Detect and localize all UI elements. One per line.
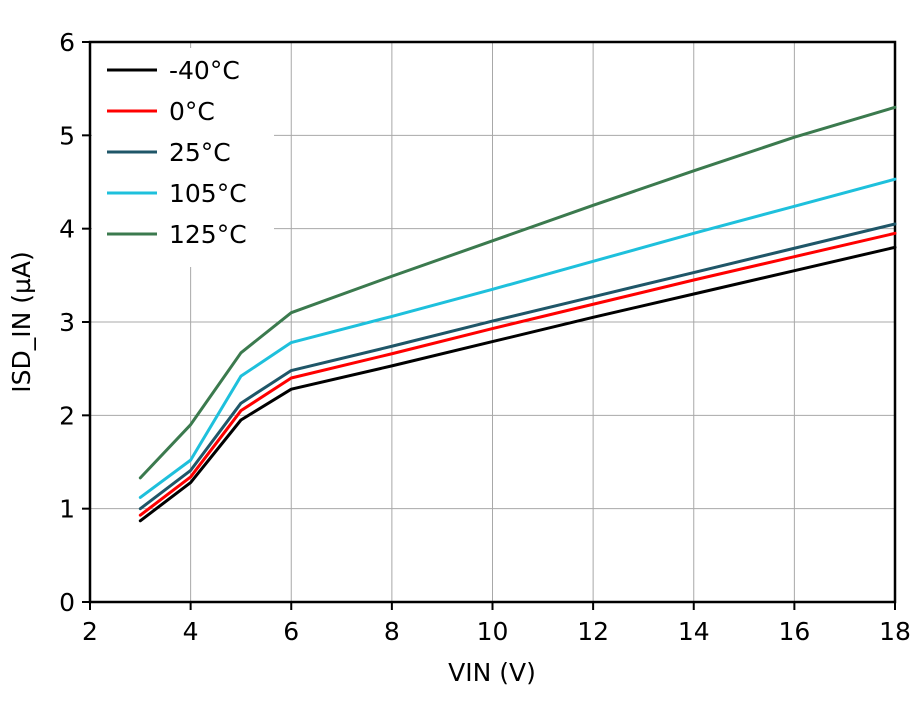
series-line-25C <box>138 222 897 511</box>
legend-label: 125°C <box>169 220 247 249</box>
legend-label: -40°C <box>169 56 240 85</box>
y-tick-label: 4 <box>59 215 75 244</box>
x-tick-label: 18 <box>879 617 911 646</box>
legend-item: 105°C <box>107 179 247 208</box>
y-tick-label: 6 <box>59 28 75 57</box>
y-tick-label: 5 <box>59 121 75 150</box>
legend-background <box>92 48 274 267</box>
plot-frame <box>88 40 897 604</box>
legend-item: 125°C <box>107 220 247 249</box>
series-line-0C <box>138 231 897 517</box>
series-line--40C <box>138 245 897 523</box>
x-tick-label: 8 <box>384 617 400 646</box>
legend-item: -40°C <box>107 56 240 85</box>
x-tick-label: 6 <box>283 617 299 646</box>
x-tick-label: 12 <box>577 617 609 646</box>
y-axis-label: ISD_IN (µA) <box>7 251 36 393</box>
legend-label: 25°C <box>169 138 231 167</box>
x-axis-label: VIN (V) <box>448 658 536 687</box>
y-tick-label: 0 <box>59 588 75 617</box>
legend-item: 25°C <box>107 138 231 167</box>
y-tick-label: 2 <box>59 401 75 430</box>
y-tick-label: 1 <box>59 495 75 524</box>
x-tick-label: 14 <box>678 617 710 646</box>
x-tick-label: 2 <box>82 617 98 646</box>
legend-label: 105°C <box>169 179 247 208</box>
x-tick-label: 4 <box>183 617 199 646</box>
legend-item: 0°C <box>107 97 215 126</box>
series-line-105C <box>138 177 897 499</box>
series-line-125C <box>138 105 897 480</box>
x-tick-label: 10 <box>477 617 509 646</box>
legend: -40°C 0°C 25°C 105°C 125°C <box>92 48 274 267</box>
plot-layers: 2 4 6 8 10 12 14 16 180123456-40°C0°C25°C105°C12… <box>59 28 911 646</box>
x-tick-label: 16 <box>778 617 810 646</box>
y-tick-label: 3 <box>59 308 75 337</box>
legend-label: 0°C <box>169 97 215 126</box>
